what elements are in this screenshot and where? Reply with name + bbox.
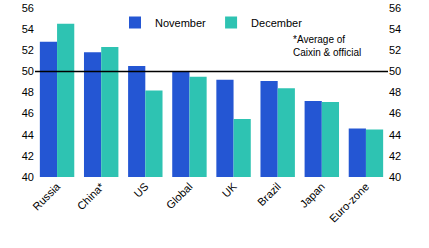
svg-text:Brazil: Brazil [255, 180, 283, 208]
svg-text:*Average ofCaixin & official: *Average ofCaixin & official [293, 34, 361, 58]
svg-text:Russia: Russia [30, 180, 63, 213]
svg-text:56: 56 [22, 2, 34, 14]
svg-text:China*: China* [75, 180, 107, 212]
svg-text:US: US [131, 180, 150, 199]
svg-text:December: December [251, 17, 302, 29]
svg-text:52: 52 [22, 44, 34, 56]
svg-text:50: 50 [389, 65, 401, 77]
svg-text:44: 44 [389, 129, 401, 141]
svg-text:November: November [155, 17, 206, 29]
svg-text:48: 48 [22, 86, 34, 98]
svg-text:54: 54 [22, 23, 34, 35]
svg-text:UK: UK [220, 180, 240, 200]
svg-text:54: 54 [389, 23, 401, 35]
svg-text:46: 46 [22, 107, 34, 119]
svg-text:42: 42 [22, 150, 34, 162]
svg-text:40: 40 [22, 171, 34, 183]
svg-text:46: 46 [389, 107, 401, 119]
svg-text:50: 50 [22, 65, 34, 77]
svg-text:Global: Global [164, 180, 195, 211]
svg-text:52: 52 [389, 44, 401, 56]
svg-text:40: 40 [389, 171, 401, 183]
svg-text:42: 42 [389, 150, 401, 162]
svg-text:Japan: Japan [297, 180, 327, 210]
svg-text:44: 44 [22, 129, 34, 141]
svg-text:48: 48 [389, 86, 401, 98]
svg-text:56: 56 [389, 2, 401, 14]
svg-text:Euro-zone: Euro-zone [327, 180, 371, 224]
